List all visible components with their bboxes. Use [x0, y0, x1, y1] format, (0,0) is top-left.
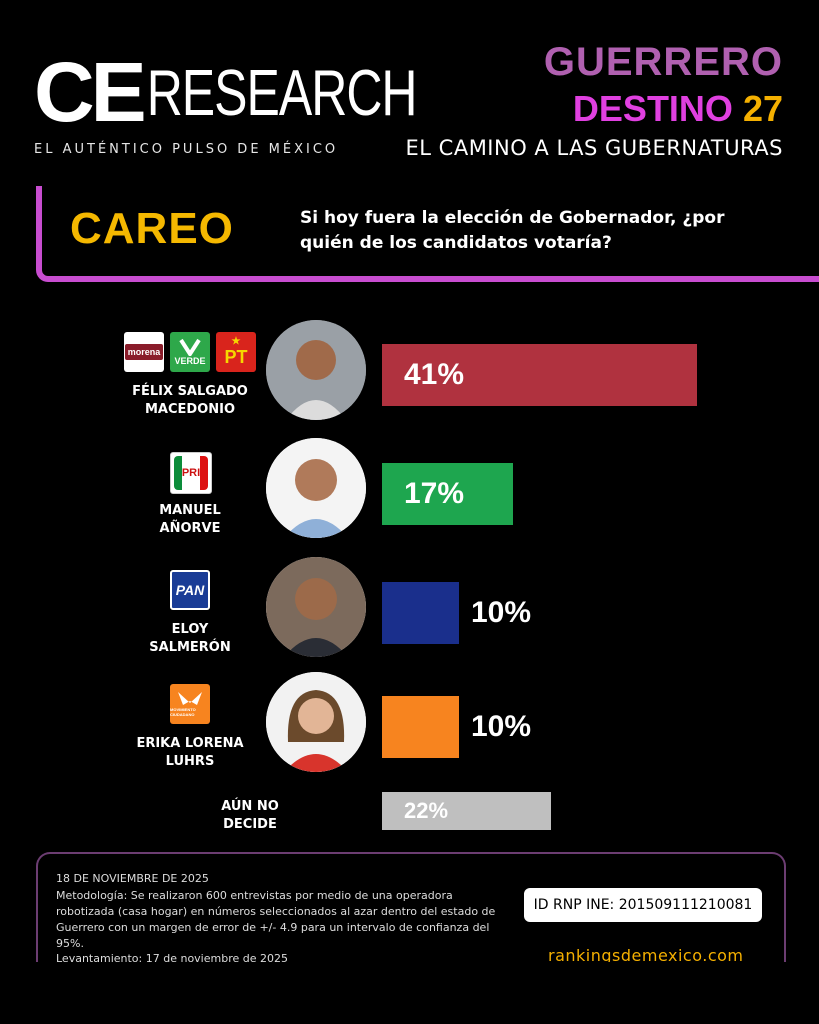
methodology-panel: 18 DE NOVIEMBRE DE 2025 Metodología: Se … — [36, 852, 786, 984]
pt-logo-icon: ★ PT — [216, 332, 256, 372]
pan-logo-text: PAN — [175, 582, 205, 598]
value-label-eloy-salmeron: 10% — [471, 596, 532, 629]
value-label-manuel-anorve: 17% — [404, 477, 465, 510]
person-icon — [266, 672, 366, 772]
person-icon — [266, 438, 366, 538]
eagle-icon — [178, 692, 202, 705]
bar-felix-salgado — [382, 344, 697, 406]
person-icon — [266, 557, 366, 657]
website-link[interactable]: rankingsdemexico.com — [548, 946, 744, 965]
candidate-photo-4 — [266, 672, 366, 772]
candidate-name-1: FÉLIX SALGADO MACEDONIO — [132, 384, 248, 417]
morena-logo-icon: morena — [124, 332, 164, 372]
rnp-id-badge: ID RNP INE: 2015091112​10081 — [524, 888, 762, 922]
methodology-text: Metodología: Se realizaron 600 entrevist… — [56, 889, 496, 950]
mc-logo-icon: MOVIMIENTO CIUDADANO — [170, 684, 210, 724]
header-state: GUERRERO — [543, 40, 783, 84]
party-logos-row-4: MOVIMIENTO CIUDADANO — [170, 684, 210, 724]
candidate-photo-2 — [266, 438, 366, 538]
person-icon — [266, 320, 366, 420]
pri-logo-icon: PRI — [170, 452, 212, 494]
logo-research: RESEARCH — [146, 56, 418, 130]
survey-question: Si hoy fuera la elección de Gobernador, … — [300, 208, 725, 253]
candidate-name-5: AÚN NO DECIDE — [221, 799, 279, 832]
verde-logo-icon: VERDE — [170, 332, 210, 372]
header-destino-num: 27 — [742, 88, 783, 129]
value-label-aun-no-decide: 22% — [404, 798, 449, 823]
candidate-name-4: ERIKA LORENA LUHRS — [136, 736, 244, 769]
question-frame — [36, 186, 819, 282]
header-destino: DESTINO 27 — [573, 88, 783, 130]
survey-date: 18 DE NOVIEMBRE DE 2025 — [56, 872, 209, 885]
bar-eloy-salmeron — [382, 582, 459, 644]
pt-star-icon: ★ — [231, 336, 241, 347]
party-logos-row-2: PRI — [170, 452, 212, 494]
header-subtitle: EL CAMINO A LAS GUBERNATURAS — [405, 136, 783, 160]
bottom-margin — [0, 962, 819, 1024]
party-logos-row-1: morena VERDE ★ PT — [124, 332, 256, 372]
mc-logo-text: MOVIMIENTO CIUDADANO — [170, 707, 196, 717]
bar-aun-no-decide — [382, 792, 551, 830]
value-label-erika-luhrs: 10% — [471, 710, 532, 743]
candidate-photo-3 — [266, 557, 366, 657]
header-destino-text: DESTINO — [572, 88, 733, 129]
candidate-photo-1 — [266, 320, 366, 420]
value-label-felix-salgado: 41% — [404, 358, 465, 391]
section-label: CAREO — [70, 204, 234, 253]
verde-logo-text: VERDE — [174, 356, 206, 366]
verde-check-icon — [179, 338, 201, 356]
pt-logo-text: PT — [224, 347, 248, 367]
logo-tagline: EL AUTÉNTICO PULSO DE MÉXICO — [34, 142, 339, 157]
candidate-name-3: ELOY SALMERÓN — [149, 622, 231, 655]
pan-logo-icon: PAN — [170, 570, 210, 610]
ce-research-logo: CE RESEARCH — [34, 45, 418, 139]
bar-erika-luhrs — [382, 696, 459, 758]
candidate-name-2: MANUEL AÑORVE — [159, 503, 221, 536]
fieldwork-date: Levantamiento: 17 de noviembre de 2025 — [56, 952, 288, 965]
party-logos-row-3: PAN — [170, 570, 210, 610]
logo-ce: CE — [34, 45, 147, 139]
morena-logo-text: morena — [124, 344, 164, 360]
bar-manuel-anorve — [382, 463, 513, 525]
